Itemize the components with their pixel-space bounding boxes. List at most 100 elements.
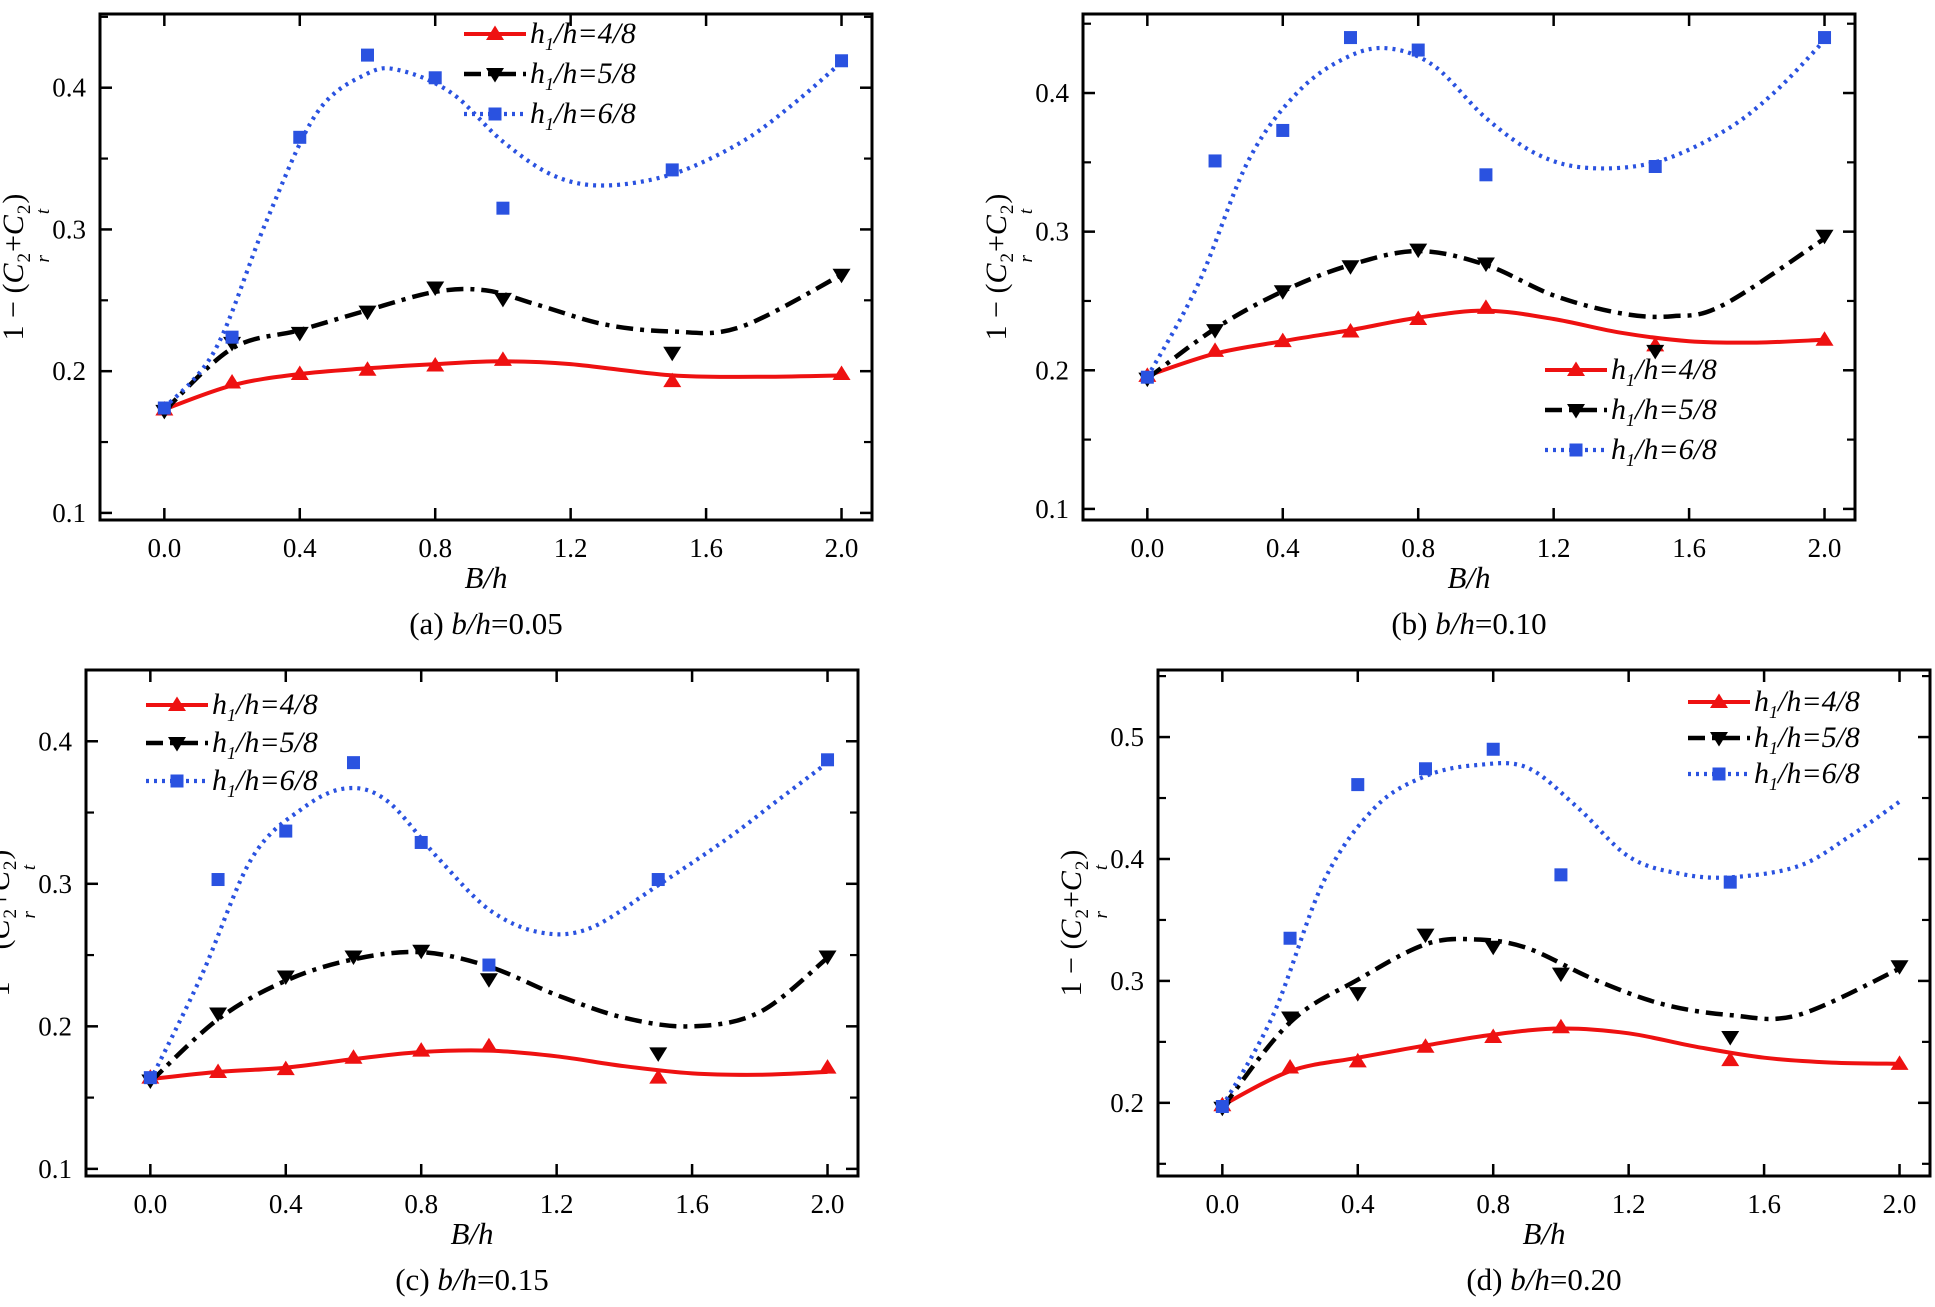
chart-d-x-axis-label: B/h [1522,1216,1566,1251]
series-line-5-8 [1220,936,1901,1110]
y-tick-label: 0.3 [38,869,72,899]
axis-box [1081,12,1857,522]
x-tick-label: 1.6 [1747,1189,1781,1219]
legend-item: h1/h=4/8 [1686,684,1860,721]
x-tick-label: 0.4 [1341,1189,1375,1219]
data-point-triangle-down [1646,344,1665,360]
data-point-triangle-up [426,357,445,372]
data-point-square [346,756,360,770]
x-tick-label: 0.8 [404,1189,438,1219]
ylabel-suffix: ) [0,850,16,860]
chart-c-x-axis-label: B/h [450,1216,494,1251]
x-tick-label: 0.0 [133,1189,167,1219]
data-point-triangle-up [1206,342,1225,357]
data-point-triangle-up [1409,310,1428,325]
data-point-square [1418,762,1432,776]
legend-item: h1/h=4/8 [144,686,318,724]
data-point-square [157,401,171,415]
axis-box [98,12,874,522]
data-point-triangle-down [412,944,431,960]
data-point-triangle-up [1484,1028,1503,1044]
legend-swatch [146,774,208,788]
data-point-triangle-down [479,973,498,988]
data-point-triangle-down [358,305,377,321]
data-point-triangle-down [168,737,186,752]
data-point-triangle-down [344,950,363,965]
ylabel-Ct: C [0,871,16,891]
data-point-square [496,201,510,215]
data-point-triangle-up [1721,1051,1740,1067]
legend-swatch [464,68,526,83]
data-point-square [821,753,835,767]
data-point-triangle-up [1341,322,1360,338]
chart-a-plot-area: 0.0 0.4 0.8 1.2 1.6 2.0 0.1 0.2 0.3 0.4 h1/h=4/8 h… [0,0,905,650]
x-tick-label: 1.2 [1612,1189,1646,1219]
data-point-triangle-down [1348,987,1367,1002]
data-point-square [225,330,239,344]
y-tick-label: 0.4 [1110,844,1144,874]
chart-c-canvas: 0.0 0.4 0.8 1.2 1.6 2.0 0.1 0.2 0.3 0.4 [38,668,860,1219]
data-point-triangle-up [412,1042,431,1057]
ylabel-prefix: 1 − ( [0,283,30,341]
data-point-triangle-up [344,1049,363,1064]
data-point-square [1712,767,1726,781]
ylabel-suffix: ) [0,193,30,204]
y-tick-label: 0.4 [1035,78,1069,108]
series-line-4-8 [150,1048,828,1082]
data-point-triangle-up [1476,299,1495,314]
series-line-4-8 [1146,308,1825,378]
data-point-square [1723,875,1737,889]
chart-a-canvas: 0.0 0.4 0.8 1.2 1.6 2.0 0.1 0.2 0.3 0.4 [52,12,874,563]
ylabel-Cr: C [0,263,30,284]
data-point-triangle-up [168,696,186,711]
ylabel-plus: + [0,235,30,252]
data-point-triangle-down [1273,285,1292,300]
data-point-square [279,824,293,838]
data-point-triangle-up [223,374,242,389]
data-point-square [428,71,442,85]
x-tick-label: 0.4 [283,533,317,563]
ylabel-Cr: C [0,920,16,940]
chart-b-cell: 0.0 0.4 0.8 1.2 1.6 2.0 0.1 0.2 0.3 0.4 h1/h=4/8 h… [968,0,1935,650]
data-point-triangle-up [479,1037,498,1053]
axis-box [84,668,860,1178]
data-point-triangle-down [1890,960,1909,975]
data-point-square [1818,31,1832,45]
series-line-4-8 [1221,1026,1900,1108]
data-point-triangle-up [832,365,851,381]
x-tick-label: 0.8 [1401,533,1435,563]
data-point-triangle-up [209,1063,228,1078]
ylabel-prefix: 1 − ( [980,283,1013,341]
legend-item: h1/h=6/8 [462,94,636,134]
data-point-square [1486,742,1500,756]
y-tick-label: 0.1 [1035,494,1069,524]
chart-b-plot-area: 0.0 0.4 0.8 1.2 1.6 2.0 0.1 0.2 0.3 0.4 h1/h=4/8 h… [980,0,1888,650]
series-line-5-8 [162,272,843,413]
axis-box [1156,668,1932,1178]
chart-c-legend: h1/h=4/8 h1/h=5/8 h1/h=6/8 [144,686,318,800]
data-point-triangle-down [649,1047,668,1062]
data-point-triangle-up [290,365,309,381]
ylabel-Ct: C [0,215,30,236]
y-tick-label: 0.3 [1110,966,1144,996]
y-tick-label: 0.5 [1110,722,1144,752]
legend-label: h1/h=6/8 [530,97,636,134]
data-point-square [665,163,679,177]
y-tick-label: 0.4 [38,726,72,756]
legend-swatch [464,107,526,121]
data-point-square [1554,868,1568,882]
series-line-6-8 [1220,761,1901,1108]
legend-item: h1/h=5/8 [1686,720,1860,757]
data-point-square [488,107,502,121]
chart-a-y-axis-label: 1 − (C 2 r +C 2 t) [0,193,54,341]
ylabel-Ct: C [1055,871,1088,892]
x-tick-label: 0.4 [269,1189,303,1219]
x-tick-label: 1.2 [540,1189,574,1219]
data-point-square [293,130,307,144]
data-point-square [1648,159,1662,173]
y-tick-label: 0.3 [52,214,86,244]
